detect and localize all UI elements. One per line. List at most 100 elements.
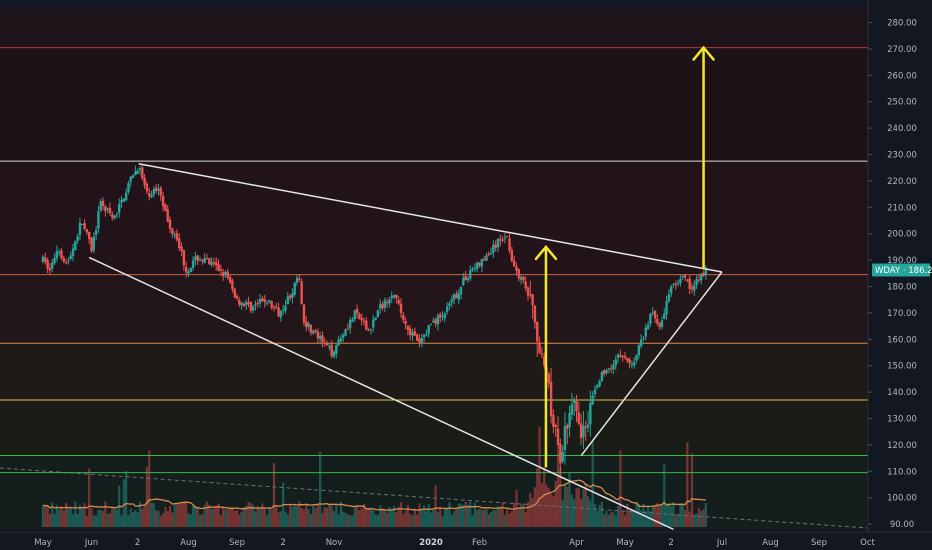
volume-bar <box>697 507 701 527</box>
candle-body <box>180 246 183 252</box>
volume-bar <box>182 502 185 527</box>
candle-body <box>166 209 169 222</box>
x-tick-label: May <box>616 538 634 548</box>
x-tick-label: Jun <box>84 538 98 548</box>
candle-body <box>392 294 396 298</box>
volume-bar <box>485 509 488 527</box>
volume-bar <box>429 512 433 527</box>
volume-bar <box>279 511 282 527</box>
volume-bar <box>464 501 467 527</box>
candle-body <box>561 452 564 462</box>
candle-body <box>422 334 426 338</box>
volume-bar <box>353 506 356 527</box>
candle-body <box>499 239 502 241</box>
candle-body <box>619 355 622 357</box>
x-tick-label: Jul <box>716 538 727 548</box>
volume-bar <box>506 507 509 527</box>
candle-body <box>164 204 167 211</box>
volume-bar <box>413 508 416 527</box>
volume-bar <box>455 509 458 527</box>
candle-body <box>330 344 333 357</box>
volume-bar <box>688 511 691 527</box>
volume-bar <box>531 497 534 527</box>
candle-body <box>270 301 273 308</box>
volume-bar <box>355 505 359 527</box>
candle-body <box>210 261 213 266</box>
candle-body <box>390 296 393 298</box>
volume-bar <box>46 505 49 527</box>
x-tick-label: Aug <box>762 538 779 548</box>
volume-bar <box>556 450 560 527</box>
volume-bar <box>293 505 296 527</box>
candle-body <box>623 356 627 358</box>
volume-bar <box>483 509 486 527</box>
volume-bar <box>619 450 622 527</box>
candle-body <box>44 257 47 262</box>
volume-bar <box>365 507 368 527</box>
volume-bar <box>573 498 576 527</box>
candle-body <box>92 236 96 251</box>
volume-bar <box>653 506 657 527</box>
x-tick-label: Sep <box>811 538 827 548</box>
volume-bar <box>503 514 507 527</box>
candle-body <box>508 238 511 251</box>
volume-bar <box>386 512 389 527</box>
volume-bar <box>180 503 183 527</box>
volume-bar <box>245 505 248 527</box>
volume-bar <box>104 501 107 527</box>
candle-body <box>656 319 659 324</box>
candle-body <box>533 305 537 323</box>
volume-bar <box>108 513 112 527</box>
volume-bar <box>136 512 139 527</box>
candle-body <box>367 330 370 332</box>
volume-bar <box>138 501 142 527</box>
candle-body <box>630 364 634 366</box>
volume-bar <box>492 509 495 527</box>
candle-body <box>78 222 82 235</box>
candle-body <box>328 346 331 348</box>
candle-body <box>101 200 105 207</box>
volume-bar <box>372 510 375 527</box>
volume-bar <box>148 450 151 527</box>
volume-bar <box>231 507 234 527</box>
candle-body <box>688 278 691 289</box>
volume-bar <box>646 505 650 527</box>
volume-bar <box>111 508 114 527</box>
volume-bar <box>240 511 243 527</box>
candle-body <box>589 403 592 425</box>
volume-bar <box>284 511 287 527</box>
volume-bar <box>256 505 259 527</box>
volume-bar <box>432 509 435 527</box>
price-zone <box>0 47 868 162</box>
volume-bar <box>41 505 45 527</box>
volume-bar <box>563 484 567 527</box>
volume-bar <box>434 485 437 527</box>
volume-bar <box>305 502 308 527</box>
candle-body <box>586 424 590 428</box>
volume-bar <box>501 502 504 527</box>
candle-body <box>87 231 91 240</box>
candle-body <box>215 261 218 265</box>
volume-bar <box>198 514 202 527</box>
candle-body <box>286 296 290 305</box>
candle-body <box>298 278 301 280</box>
volume-bar <box>487 514 490 527</box>
time-axis[interactable]: May Jun 2 Aug Sep 2 Nov 2020 Feb Apr May 2 Jul Aug Sep… <box>0 531 932 550</box>
volume-bar <box>635 501 638 527</box>
volume-bar <box>358 509 361 527</box>
candle-body <box>683 274 687 278</box>
candle-body <box>452 294 456 300</box>
candle-body <box>323 342 326 344</box>
price-zone <box>0 455 868 530</box>
volume-bar <box>157 510 160 527</box>
price-zone <box>0 343 868 401</box>
volume-bar <box>78 504 82 527</box>
volume-bar <box>660 505 664 527</box>
candle-body <box>145 183 149 192</box>
candle-body <box>471 268 474 271</box>
volume-bar <box>409 513 412 527</box>
candle-body <box>686 279 689 281</box>
volume-bar <box>656 503 659 527</box>
volume-bar <box>630 510 634 527</box>
